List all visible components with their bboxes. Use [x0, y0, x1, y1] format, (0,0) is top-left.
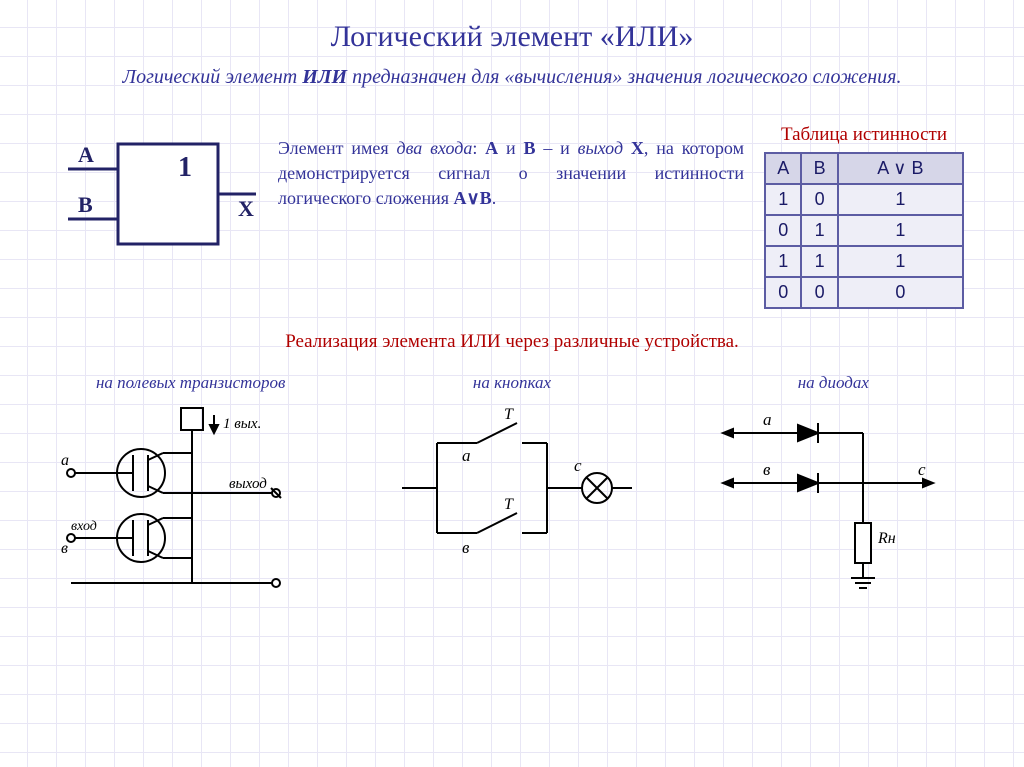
- page-title: Логический элемент «ИЛИ»: [0, 0, 1024, 54]
- truth-td: 1: [801, 215, 837, 246]
- svg-text:a: a: [462, 446, 471, 465]
- gate-output: X: [238, 196, 254, 221]
- truth-td: 0: [765, 277, 801, 308]
- truth-td: 1: [838, 215, 963, 246]
- realize-text: Реализация элемента ИЛИ через различные …: [0, 331, 1024, 353]
- svg-text:a: a: [61, 452, 69, 469]
- subtitle-pre: Логический элемент: [123, 66, 303, 88]
- svg-text:c: c: [918, 460, 926, 479]
- svg-text:в: в: [61, 540, 68, 557]
- gate-input-b: B: [78, 192, 93, 217]
- svg-text:в: в: [462, 538, 470, 557]
- circuit-diode-label: на диодах: [673, 373, 994, 393]
- svg-text:в: в: [763, 460, 771, 479]
- description-text: Элемент имея два входа: A и B – и выход …: [278, 124, 744, 212]
- svg-text:Rн: Rн: [877, 530, 896, 547]
- circuit-button: на кнопках: [351, 373, 672, 593]
- truth-td: 1: [801, 246, 837, 277]
- svg-text:вход: вход: [71, 519, 97, 534]
- gate-input-a: A: [78, 142, 94, 167]
- truth-td: 0: [801, 184, 837, 215]
- logic-gate-diagram: A B X 1: [48, 124, 258, 269]
- circuits-row: на полевых транзисторов: [0, 373, 1024, 593]
- subtitle-bold: ИЛИ: [302, 66, 347, 88]
- gate-symbol: 1: [178, 152, 192, 183]
- svg-text:a: a: [763, 410, 772, 429]
- svg-text:выход: выход: [229, 476, 267, 492]
- truth-td: 1: [765, 184, 801, 215]
- truth-table-wrap: Таблица истинности A B A ∨ B 1 0 1 0 1 1…: [764, 124, 964, 309]
- truth-td: 1: [765, 246, 801, 277]
- circuit-diode: на диодах: [673, 373, 994, 593]
- svg-text:1 вых.: 1 вых.: [223, 416, 261, 432]
- truth-td: 1: [838, 184, 963, 215]
- truth-th: A: [765, 153, 801, 184]
- circuit-transistor: на полевых транзисторов: [30, 373, 351, 593]
- circuit-button-label: на кнопках: [351, 373, 672, 393]
- svg-text:T: T: [504, 406, 514, 423]
- truth-th: A ∨ B: [838, 153, 963, 184]
- subtitle: Логический элемент ИЛИ предназначен для …: [0, 64, 1024, 90]
- truth-th: B: [801, 153, 837, 184]
- circuit-transistor-label: на полевых транзисторов: [30, 373, 351, 393]
- truth-td: 1: [838, 246, 963, 277]
- subtitle-post: предназначен для «вычисления» значения л…: [347, 66, 901, 88]
- truth-table: A B A ∨ B 1 0 1 0 1 1 1 1 1 0 0: [764, 152, 964, 309]
- truth-td: 0: [838, 277, 963, 308]
- truth-td: 0: [801, 277, 837, 308]
- svg-text:c: c: [574, 456, 582, 475]
- truth-td: 0: [765, 215, 801, 246]
- mid-row: A B X 1 Элемент имея два входа: A и B – …: [0, 124, 1024, 309]
- svg-text:T: T: [504, 496, 514, 513]
- truth-table-title: Таблица истинности: [764, 124, 964, 146]
